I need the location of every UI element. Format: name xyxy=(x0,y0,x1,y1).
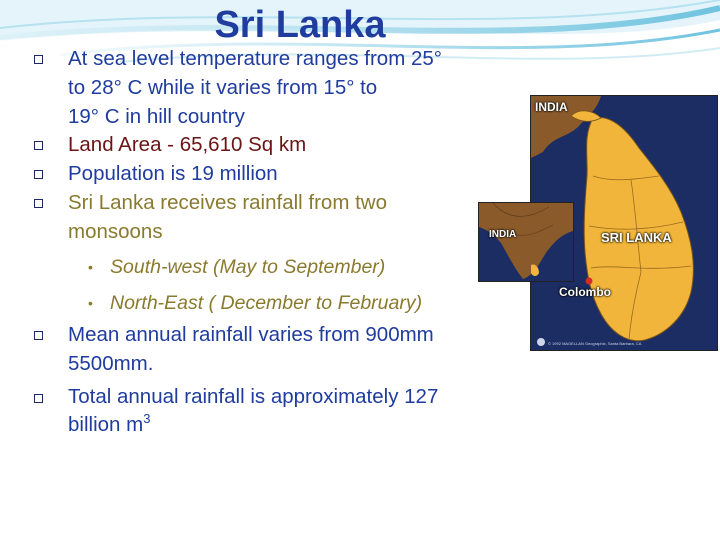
india-inset-map-graphic xyxy=(479,202,573,281)
sub-bullet-dot-icon: • xyxy=(88,295,93,311)
bullet-text: Population is 19 million xyxy=(68,162,278,185)
bullet-square-icon xyxy=(34,199,43,208)
bullet-line: Sri Lanka receives rainfall from two xyxy=(68,191,388,214)
bullet-line: Mean annual rainfall varies from 900mm xyxy=(68,323,434,346)
map-label-india: INDIA xyxy=(535,100,568,114)
bullet-mean-rainfall: Mean annual rainfall varies from 900mm 5… xyxy=(28,320,478,380)
bullet-line: monsoons xyxy=(68,220,163,243)
sub-bullet-south-west: • South-west (May to September) xyxy=(88,254,478,282)
bullet-line: 5500mm. xyxy=(68,352,154,375)
bullet-line: to 28° C while it varies from 15° to xyxy=(68,76,378,99)
map-copyright: © 1992 MAGELLAN Geographix, Santa Barbar… xyxy=(548,341,642,346)
inset-label-india: INDIA xyxy=(489,229,517,240)
map-label-colombo: Colombo xyxy=(559,285,611,299)
superscript: 3 xyxy=(143,411,151,426)
bullet-line: Total annual rainfall is approximately 1… xyxy=(68,385,439,408)
bullet-square-icon xyxy=(34,141,43,150)
bullet-line: At sea level temperature ranges from 25° xyxy=(68,47,442,70)
sub-bullet-dot-icon: • xyxy=(88,259,93,275)
bullet-line: billion m xyxy=(68,412,144,436)
sub-bullet-text: South-west (May to September) xyxy=(110,256,386,278)
bullet-square-icon xyxy=(34,170,43,179)
bullet-line: 19° C in hill country xyxy=(68,105,245,128)
bullet-square-icon xyxy=(34,55,43,64)
slide-title: Sri Lanka xyxy=(214,4,386,46)
sub-bullet-north-east: • North-East ( December to February) xyxy=(88,290,478,318)
bullet-square-icon xyxy=(34,394,43,403)
sub-bullet-text: North-East ( December to February) xyxy=(110,292,423,314)
bullet-square-icon xyxy=(34,331,43,340)
header-waves-decoration xyxy=(0,0,720,63)
india-inset-map: INDIA xyxy=(478,202,574,282)
map-label-sri-lanka: SRI LANKA xyxy=(601,230,672,245)
bullet-text: Land Area - 65,610 Sq km xyxy=(68,133,307,156)
